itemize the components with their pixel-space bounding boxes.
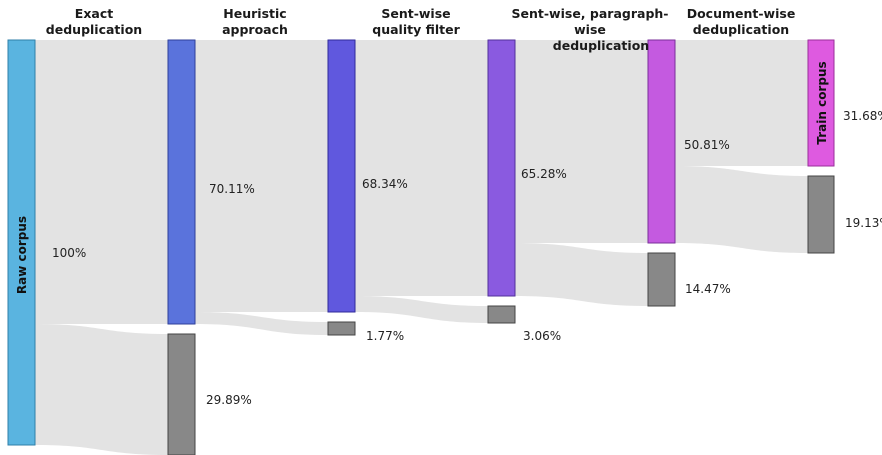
node-kept2 [327, 39, 356, 313]
link-raw-to-removed1 [35, 324, 168, 455]
kept1-percent: 70.11% [209, 182, 255, 196]
stage-header-line1: Heuristic [223, 6, 287, 21]
raw-corpus-percent: 100% [52, 246, 87, 260]
node-removed2 [327, 321, 356, 336]
link-kept4-to-train [675, 40, 808, 166]
link-kept3-to-removed4 [515, 243, 648, 306]
removed2-percent: 1.77% [366, 329, 405, 343]
node-removed4 [647, 252, 676, 307]
link-raw-to-kept1 [35, 40, 168, 324]
node-kept4 [647, 39, 676, 244]
kept4-percent: 50.81% [684, 138, 730, 152]
link-kept1-to-removed2 [195, 312, 328, 335]
stage-header-document-dedup: Document-wise deduplication [678, 6, 804, 38]
stage-header-quality-filter: Sent-wise quality filter [356, 6, 476, 38]
stage-header-line1: Sent-wise [381, 6, 451, 21]
removed5-percent: 19.13% [845, 216, 882, 230]
node-kept1 [167, 39, 196, 325]
stage-header-line2: deduplication [552, 38, 650, 53]
removed3-percent: 3.06% [523, 329, 562, 343]
stage-header-line2: quality filter [372, 22, 460, 37]
kept2-percent: 68.34% [362, 177, 408, 191]
stage-header-line1: Exact [74, 6, 114, 21]
node-kept3 [487, 39, 516, 297]
raw-corpus-label: Raw corpus [15, 216, 29, 294]
node-removed3 [487, 305, 516, 324]
node-removed1 [167, 333, 196, 455]
stage-header-exact-dedup: Exact deduplication [35, 6, 153, 38]
removed1-percent: 29.89% [206, 393, 252, 407]
stage-header-line1: Document-wise [686, 6, 796, 21]
stage-header-line2: deduplication [692, 22, 790, 37]
stage-header-heuristic: Heuristic approach [196, 6, 314, 38]
link-kept1-to-kept2 [195, 40, 328, 312]
kept3-percent: 65.28% [521, 167, 567, 181]
node-raw-corpus [7, 39, 36, 446]
train-corpus-percent: 31.68% [843, 109, 882, 123]
node-removed5 [807, 175, 835, 254]
stage-header-sent-para-dedup: Sent-wise, paragraph-wise deduplication [505, 6, 675, 54]
link-kept2-to-kept3 [355, 40, 488, 296]
removed4-percent: 14.47% [685, 282, 731, 296]
stage-header-line2: deduplication [45, 22, 143, 37]
link-kept3-to-kept4 [515, 40, 648, 243]
link-kept4-to-removed5 [675, 166, 808, 253]
link-kept2-to-removed3 [355, 296, 488, 323]
node-train-corpus [807, 39, 835, 167]
stage-header-line1: Sent-wise, paragraph-wise [511, 6, 669, 37]
stage-header-line2: approach [222, 22, 288, 37]
train-corpus-label: Train corpus [815, 61, 829, 144]
